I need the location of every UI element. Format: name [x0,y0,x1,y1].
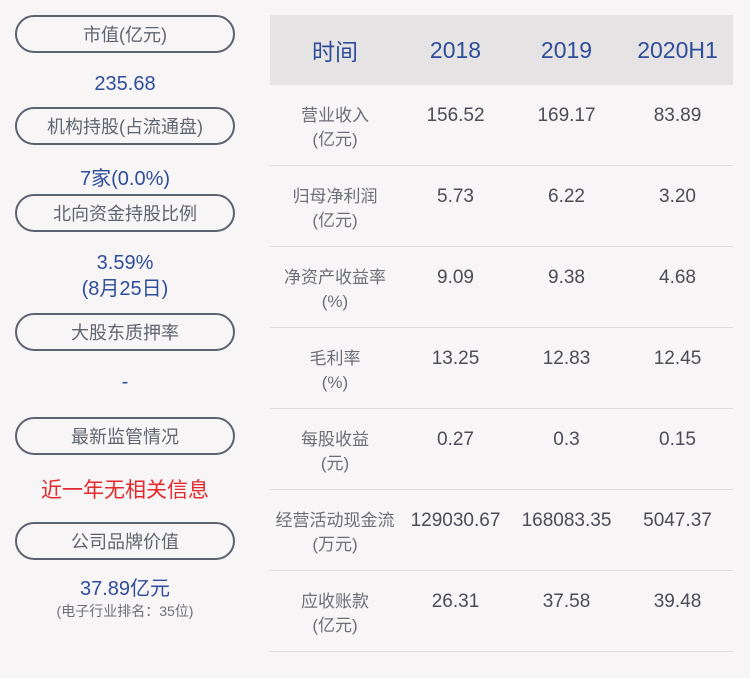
northbound-holding-label: 北向资金持股比例 [15,194,235,232]
cell: 0.15 [659,429,696,450]
cell: 39.48 [653,591,702,612]
row-label: 营业收入 [301,106,369,125]
table-header: 时间 2018 2019 2020H1 [270,15,733,85]
pledge-ratio-value: - [121,371,129,393]
cell: 0.27 [437,429,474,450]
table-row: 毛利率 (%) 13.25 12.83 12.45 [270,328,733,409]
cell: 156.52 [426,105,485,126]
row-unit: (亿元) [312,130,358,149]
row-label: 毛利率 [309,349,361,368]
header-time: 时间 [312,39,358,65]
cell: 168083.35 [521,510,612,531]
regulation-value: 近一年无相关信息 [41,479,209,502]
cell: 83.89 [653,105,702,126]
cell: 13.25 [431,348,480,369]
northbound-holding-date: (8月25日) [81,278,169,300]
cell: 5047.37 [643,510,712,531]
northbound-holding-value: 3.59% [96,252,154,274]
financial-table: 时间 2018 2019 2020H1 营业收入 (亿元) 156.52 169.… [270,15,733,652]
row-label: 经营活动现金流 [275,511,395,530]
market-cap-label: 市值(亿元) [15,15,235,53]
brand-rank: (电子行业排名：35位) [56,603,194,619]
header-2019: 2019 [540,36,593,63]
institutional-holding-value: 7家(0.0%) [79,168,171,190]
table-row: 经营活动现金流 (万元) 129030.67 168083.35 5047.37 [270,490,733,571]
cell: 9.38 [548,267,585,288]
row-unit: (元) [320,454,350,473]
row-label: 净资产收益率 [284,268,386,287]
table-row: 净资产收益率 (%) 9.09 9.38 4.68 [270,247,733,328]
table-row: 每股收益 (元) 0.27 0.3 0.15 [270,409,733,490]
table-row: 营业收入 (亿元) 156.52 169.17 83.89 [270,85,733,166]
cell: 12.83 [542,348,591,369]
row-unit: (万元) [312,535,358,554]
cell: 3.20 [659,186,696,207]
pledge-ratio-label: 大股东质押率 [15,313,235,351]
header-2020h1: 2020H1 [637,36,718,63]
row-label: 应收账款 [301,592,369,611]
cell: 9.09 [437,267,474,288]
row-unit: (亿元) [312,211,358,230]
cell: 0.3 [553,429,580,450]
cell: 6.22 [548,186,585,207]
row-label: 每股收益 [301,430,369,449]
cell: 169.17 [537,105,596,126]
cell: 4.68 [659,267,696,288]
row-label: 归母净利润 [292,187,378,206]
table-row: 归母净利润 (亿元) 5.73 6.22 3.20 [270,166,733,247]
regulation-label: 最新监管情况 [15,417,235,455]
market-cap-value: 235.68 [94,73,156,95]
stock-summary-panel: 市值(亿元) 235.68 机构持股(占流通盘) 7家(0.0%) 北向资金持股… [15,15,235,621]
header-2018: 2018 [429,36,482,63]
brand-value-label: 公司品牌价值 [15,522,235,560]
row-unit: (亿元) [312,616,358,635]
institutional-holding-label: 机构持股(占流通盘) [15,107,235,145]
cell: 26.31 [431,591,480,612]
row-unit: (%) [321,373,349,392]
brand-value: 37.89亿元 [79,578,171,600]
cell: 129030.67 [410,510,501,531]
cell: 5.73 [437,186,474,207]
cell: 12.45 [653,348,702,369]
row-unit: (%) [321,292,349,311]
cell: 37.58 [542,591,591,612]
table-row: 应收账款 (亿元) 26.31 37.58 39.48 [270,571,733,652]
